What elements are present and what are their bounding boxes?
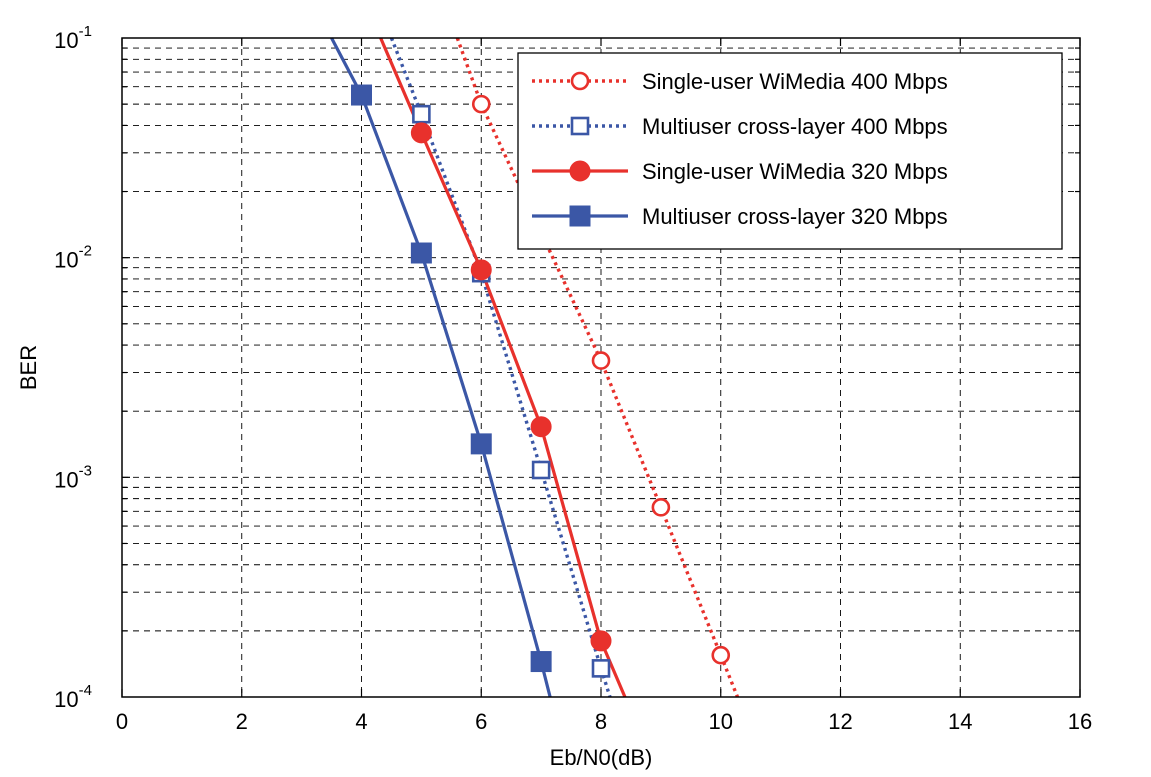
legend-marker-1 bbox=[570, 116, 590, 136]
x-tick-label: 0 bbox=[116, 709, 128, 734]
x-tick-label: 6 bbox=[475, 709, 487, 734]
legend-label-3: Multiuser cross-layer 320 Mbps bbox=[642, 204, 948, 229]
y-tick-exponent: -2 bbox=[79, 243, 92, 260]
y-tick-base: 10 bbox=[54, 28, 78, 53]
y-axis-title: BER bbox=[16, 345, 41, 390]
y-tick-label: 10-2 bbox=[54, 243, 92, 273]
markers-layer bbox=[351, 84, 731, 678]
x-tick-label: 14 bbox=[948, 709, 972, 734]
series-3-point bbox=[410, 242, 432, 264]
legend-marker-2 bbox=[569, 160, 591, 182]
legend: Single-user WiMedia 400 Mbps Multiuser cr… bbox=[517, 52, 1063, 250]
y-tick-exponent: -4 bbox=[79, 682, 92, 699]
x-axis-title: Eb/N0(dB) bbox=[550, 745, 653, 770]
y-tick-exponent: -1 bbox=[79, 23, 92, 40]
x-tick-label: 12 bbox=[828, 709, 852, 734]
x-tick-label: 2 bbox=[236, 709, 248, 734]
y-tick-base: 10 bbox=[54, 687, 78, 712]
series-3-point bbox=[530, 651, 552, 673]
x-tick-label: 16 bbox=[1068, 709, 1092, 734]
y-tick-label: 10-4 bbox=[54, 682, 92, 712]
series-2-point bbox=[410, 122, 432, 144]
series-1-point bbox=[412, 104, 431, 124]
legend-marker-3 bbox=[569, 205, 591, 227]
y-tick-exponent: -3 bbox=[79, 462, 92, 479]
legend-label-0: Single-user WiMedia 400 Mbps bbox=[642, 69, 948, 94]
series-2-point bbox=[530, 416, 552, 438]
series-3-point bbox=[470, 433, 492, 455]
y-tick-label: 10-1 bbox=[54, 23, 92, 53]
series-1-point bbox=[531, 460, 551, 480]
y-tick-base: 10 bbox=[54, 467, 78, 492]
series-0-point bbox=[711, 645, 731, 665]
series-2-point bbox=[470, 259, 492, 281]
legend-marker-0 bbox=[570, 71, 590, 91]
y-tick-base: 10 bbox=[54, 248, 78, 273]
x-tick-label: 4 bbox=[355, 709, 367, 734]
series-0-point bbox=[651, 498, 671, 517]
series-3-point bbox=[351, 84, 372, 106]
series-2-point bbox=[590, 630, 612, 652]
legend-label-2: Single-user WiMedia 320 Mbps bbox=[642, 159, 948, 184]
x-tick-label: 8 bbox=[595, 709, 607, 734]
series-0-point bbox=[591, 351, 611, 370]
y-tick-label: 10-3 bbox=[54, 462, 92, 492]
series-1-point bbox=[591, 659, 611, 678]
series-0-point bbox=[471, 94, 491, 114]
x-tick-label: 10 bbox=[709, 709, 733, 734]
legend-label-1: Multiuser cross-layer 400 Mbps bbox=[642, 114, 948, 139]
